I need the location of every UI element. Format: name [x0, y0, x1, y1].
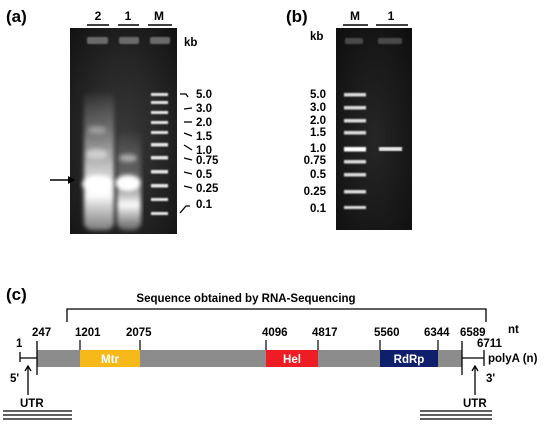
- marker-label: 0.1: [196, 199, 213, 211]
- marker-label: 1.0: [196, 145, 212, 157]
- bracket-title: Sequence obtained by RNA-Sequencing: [136, 293, 355, 305]
- position-label: 4096: [262, 327, 288, 339]
- rna-seq-bracket: [66, 308, 487, 322]
- position-ticks: [79, 340, 439, 350]
- position-label: 6344: [424, 327, 450, 339]
- five-prime-end: [19, 341, 38, 395]
- position-label: 247: [32, 327, 51, 339]
- lane-2-smear: [82, 90, 114, 230]
- panel-a-lane-labels: 2 1 M: [95, 9, 164, 23]
- unit-label: kb: [310, 31, 323, 43]
- position-labels: 1 247 1201 2075 4096 4817 5560 6344 6589…: [16, 327, 503, 350]
- position-label: 1201: [75, 327, 101, 339]
- position-label: 1: [16, 338, 23, 350]
- three-prime-end: [461, 341, 485, 395]
- marker-label: 1.0: [310, 143, 326, 155]
- utr-right-label: UTR: [463, 398, 487, 410]
- position-label: 2075: [126, 327, 152, 339]
- marker-label: 0.25: [196, 183, 219, 195]
- five-prime-label: 5': [10, 373, 19, 385]
- ladder-b: [344, 93, 366, 209]
- marker-label: 5.0: [310, 89, 326, 101]
- marker-label: 5.0: [196, 89, 212, 101]
- marker-label: 0.75: [304, 155, 327, 167]
- utr-left-label: UTR: [20, 398, 44, 410]
- marker-labels-a: 5.0 3.0 2.0 1.5 1.0 0.75: [196, 89, 213, 157]
- panel-b-label: (b): [286, 7, 308, 26]
- arrow-icon: [50, 176, 75, 184]
- lane-label: M: [350, 9, 360, 23]
- gel-a: [70, 28, 177, 234]
- band-lane-1: [379, 147, 402, 151]
- marker-label: 0.5: [310, 169, 327, 181]
- utr-left-lines: [3, 410, 72, 420]
- domain-hel: Hel: [266, 350, 318, 367]
- panel-a-label: (a): [6, 7, 27, 26]
- marker-labels-a-lower: 0.75 0.5 0.25 0.1: [196, 155, 219, 211]
- lane-1-smear: [115, 130, 141, 230]
- position-label: 6589: [460, 327, 486, 339]
- position-label: 5560: [374, 327, 400, 339]
- marker-label: 0.75: [196, 155, 219, 167]
- utr-right-lines: [420, 410, 492, 420]
- marker-tick-lines-a: [179, 93, 193, 214]
- marker-labels-b: 5.0 3.0 2.0 1.5 1.0 0.75 0.5 0.25 0.1: [304, 89, 327, 215]
- domain-label: RdRp: [394, 354, 425, 366]
- marker-label: 0.5: [196, 169, 213, 181]
- marker-label: 2.0: [196, 117, 212, 129]
- lane-label: 1: [388, 9, 395, 23]
- nt-unit: nt: [508, 324, 519, 336]
- lane-label: 2: [95, 9, 102, 23]
- genome-bar: [37, 350, 462, 367]
- marker-label: 3.0: [310, 102, 326, 114]
- lane-label: M: [154, 9, 164, 23]
- marker-label: 0.1: [310, 203, 327, 215]
- domain-rdrp: RdRp: [380, 350, 438, 367]
- domain-label: Mtr: [101, 354, 119, 366]
- gel-b: [336, 28, 412, 230]
- marker-label: 2.0: [310, 115, 326, 127]
- three-prime-label: 3': [486, 373, 495, 385]
- panel-b-lane-labels: M 1: [350, 9, 395, 23]
- marker-label: 1.5: [310, 127, 327, 139]
- marker-label: 3.0: [196, 103, 212, 115]
- position-label: 6711: [477, 338, 503, 350]
- ladder-a: [151, 93, 168, 215]
- panel-c-label: (c): [6, 285, 27, 304]
- domain-label: Hel: [283, 354, 301, 366]
- domain-mtr: Mtr: [80, 350, 140, 367]
- unit-label: kb: [184, 37, 197, 49]
- position-label: 4817: [312, 327, 338, 339]
- lane-label: 1: [125, 9, 132, 23]
- marker-label: 0.25: [304, 186, 327, 198]
- marker-label: 1.5: [196, 131, 213, 143]
- polya-label: polyA (n): [488, 353, 538, 365]
